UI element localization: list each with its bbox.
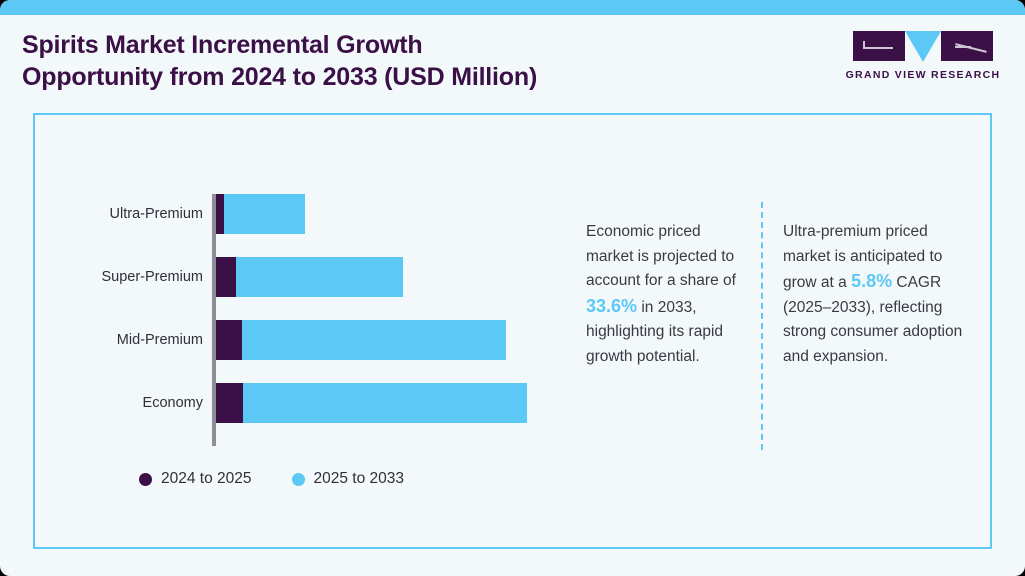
bar-segment-2025-2033 [243, 383, 527, 423]
chart-y-axis [212, 194, 216, 446]
callout-text-before: Ultra-premium priced market is anticipat… [783, 223, 943, 291]
callout-text-after: CAGR (2025–2033), reflecting strong cons… [783, 274, 963, 365]
logo-block-right-icon [941, 31, 993, 61]
bar-segment-2024-2025 [216, 383, 243, 423]
callout-highlight-value: 33.6% [586, 295, 638, 316]
bar-stack-super-premium [216, 257, 403, 297]
bar-segment-2024-2025 [216, 194, 224, 234]
callout-text-before: Economic priced market is projected to a… [586, 223, 736, 289]
legend-dot-icon [291, 472, 305, 486]
page-title-line-2: Opportunity from 2024 to 2033 (USD Milli… [22, 63, 538, 91]
bar-stack-economy [216, 383, 527, 423]
table-row: Economy [35, 383, 575, 423]
header: Spirits Market Incremental Growth Opport… [0, 15, 1025, 113]
table-row: Super-Premium [35, 257, 575, 297]
legend-label: 2024 to 2025 [161, 470, 252, 487]
bar-stack-mid-premium [216, 320, 506, 360]
logo-block-left-icon [853, 31, 905, 61]
grand-view-research-logo: GRAND VIEW RESEARCH [843, 27, 1003, 89]
page-title-line-1: Spirits Market Incremental Growth [22, 31, 423, 59]
logo-triangle-icon [905, 31, 941, 62]
bar-label-super-premium: Super-Premium [101, 269, 203, 285]
bar-segment-2025-2033 [224, 194, 305, 234]
top-accent-bar [0, 0, 1025, 15]
legend-item-2025-2033: 2025 to 2033 [291, 470, 405, 488]
logo-mark [843, 27, 1003, 65]
table-row: Mid-Premium [35, 320, 575, 360]
callout-text-after: in 2033, highlighting its rapid growth p… [586, 298, 724, 365]
bar-segment-2025-2033 [242, 320, 506, 360]
legend-item-2024-2025: 2024 to 2025 [139, 470, 252, 488]
legend-dot-icon [139, 472, 152, 486]
bar-label-economy: Economy [142, 395, 203, 411]
logo-wordmark: GRAND VIEW RESEARCH [845, 69, 1001, 81]
chart-legend: 2024 to 2025 2025 to 2033 [139, 470, 404, 488]
callout-ultra-premium-cagr: Ultra-premium priced market is anticipat… [783, 220, 965, 369]
legend-label: 2025 to 2033 [313, 470, 405, 487]
bar-stack-ultra-premium [216, 194, 305, 234]
callout-economy-share: Economic priced market is projected to a… [586, 220, 750, 369]
bar-label-mid-premium: Mid-Premium [116, 332, 203, 348]
callout-divider [761, 202, 763, 450]
page-title: Spirits Market Incremental Growth Opport… [22, 29, 722, 93]
bar-segment-2024-2025 [216, 257, 236, 297]
callout-highlight-value: 5.8% [851, 271, 893, 291]
table-row: Ultra-Premium [35, 194, 575, 234]
bar-segment-2025-2033 [236, 257, 403, 297]
stacked-bar-chart: Ultra-Premium Super-Premium Mid-Premium [35, 115, 575, 551]
bar-label-ultra-premium: Ultra-Premium [109, 206, 203, 222]
content-frame: Ultra-Premium Super-Premium Mid-Premium [33, 113, 992, 549]
bar-segment-2024-2025 [216, 320, 242, 360]
